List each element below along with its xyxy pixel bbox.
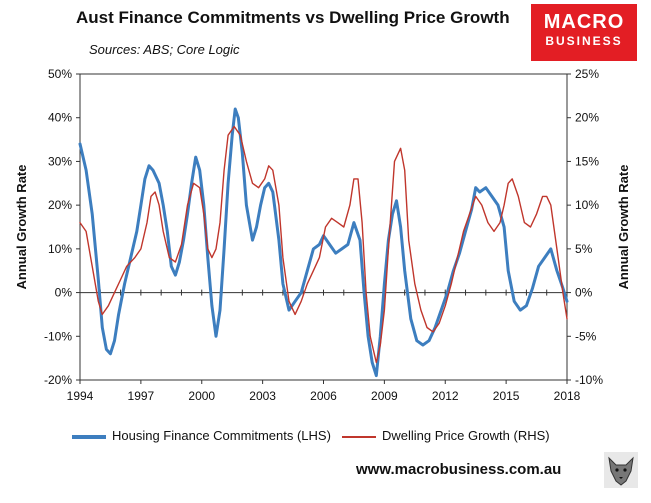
y-right-tick-label: -5% xyxy=(575,329,597,343)
y-right-tick-label: 15% xyxy=(575,154,599,168)
y-right-tick-label: 5% xyxy=(575,242,593,256)
x-tick-label: 2012 xyxy=(432,389,459,403)
x-tick-label: 1994 xyxy=(67,389,94,403)
series-line-housing-finance xyxy=(78,107,569,378)
y-left-tick-label: 20% xyxy=(48,198,72,212)
x-tick-label: 2006 xyxy=(310,389,337,403)
x-tick-label: 2003 xyxy=(249,389,276,403)
legend-swatch-dwelling-price xyxy=(342,435,376,438)
x-tick-label: 2000 xyxy=(188,389,215,403)
website-url: www.macrobusiness.com.au xyxy=(356,461,562,478)
x-tick-label: 2015 xyxy=(493,389,520,403)
x-tick-label: 2018 xyxy=(554,389,581,403)
y-right-axis-title: Annual Growth Rate xyxy=(616,165,631,290)
legend-item-dwelling-price: Dwelling Price Growth (RHS) xyxy=(342,428,550,443)
y-left-tick-label: -20% xyxy=(44,373,72,387)
y-left-tick-label: 30% xyxy=(48,154,72,168)
chart-subtitle: Sources: ABS; Core Logic xyxy=(89,42,240,57)
legend-item-housing-finance: Housing Finance Commitments (LHS) xyxy=(72,428,331,443)
y-right-tick-label: 25% xyxy=(575,67,599,81)
y-right-tick-label: -10% xyxy=(575,373,603,387)
plot-area xyxy=(79,73,568,381)
legend-label-housing-finance: Housing Finance Commitments (LHS) xyxy=(112,428,331,443)
y-right-tick-label: 10% xyxy=(575,198,599,212)
y-left-tick-label: -10% xyxy=(44,329,72,343)
macrobusiness-logo: MACRO BUSINESS xyxy=(531,4,637,61)
y-left-axis-title: Annual Growth Rate xyxy=(14,165,29,290)
legend-label-dwelling-price: Dwelling Price Growth (RHS) xyxy=(382,428,550,443)
y-left-tick-label: 10% xyxy=(48,242,72,256)
logo-line-1: MACRO xyxy=(543,11,625,33)
x-tick-label: 2009 xyxy=(371,389,398,403)
y-right-tick-label: 0% xyxy=(575,286,593,300)
y-left-tick-label: 50% xyxy=(48,67,72,81)
legend-swatch-housing-finance xyxy=(72,434,106,439)
chart-title: Aust Finance Commitments vs Dwelling Pri… xyxy=(76,8,510,27)
wolf-logo-icon xyxy=(604,452,638,488)
x-tick-label: 1997 xyxy=(128,389,155,403)
y-right-tick-label: 20% xyxy=(575,111,599,125)
logo-line-2: BUSINESS xyxy=(545,34,623,48)
y-left-tick-label: 0% xyxy=(55,286,73,300)
y-left-tick-label: 40% xyxy=(48,111,72,125)
series-line-dwelling-price xyxy=(79,125,568,364)
